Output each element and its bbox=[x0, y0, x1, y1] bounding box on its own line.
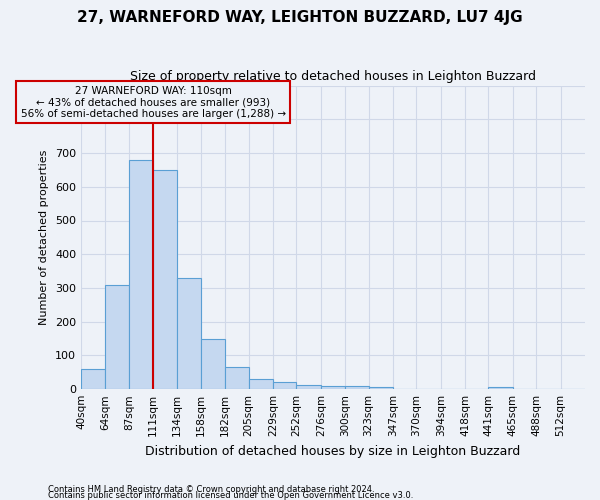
Bar bbox=[106, 284, 129, 389]
Text: 27, WARNEFORD WAY, LEIGHTON BUZZARD, LU7 4JG: 27, WARNEFORD WAY, LEIGHTON BUZZARD, LU7… bbox=[77, 10, 523, 25]
Text: Contains public sector information licensed under the Open Government Licence v3: Contains public sector information licen… bbox=[48, 491, 413, 500]
Bar bbox=[201, 338, 225, 389]
Bar bbox=[129, 160, 153, 389]
Bar bbox=[296, 385, 321, 389]
Text: Contains HM Land Registry data © Crown copyright and database right 2024.: Contains HM Land Registry data © Crown c… bbox=[48, 484, 374, 494]
X-axis label: Distribution of detached houses by size in Leighton Buzzard: Distribution of detached houses by size … bbox=[145, 444, 521, 458]
Bar bbox=[248, 379, 273, 389]
Text: 27 WARNEFORD WAY: 110sqm
← 43% of detached houses are smaller (993)
56% of semi-: 27 WARNEFORD WAY: 110sqm ← 43% of detach… bbox=[20, 86, 286, 119]
Bar bbox=[176, 278, 201, 389]
Bar bbox=[321, 386, 345, 389]
Bar bbox=[345, 386, 368, 389]
Bar bbox=[488, 388, 513, 389]
Bar bbox=[153, 170, 176, 389]
Title: Size of property relative to detached houses in Leighton Buzzard: Size of property relative to detached ho… bbox=[130, 70, 536, 83]
Bar bbox=[225, 368, 248, 389]
Y-axis label: Number of detached properties: Number of detached properties bbox=[40, 150, 49, 325]
Bar bbox=[273, 382, 296, 389]
Bar bbox=[81, 369, 106, 389]
Bar bbox=[368, 388, 393, 389]
